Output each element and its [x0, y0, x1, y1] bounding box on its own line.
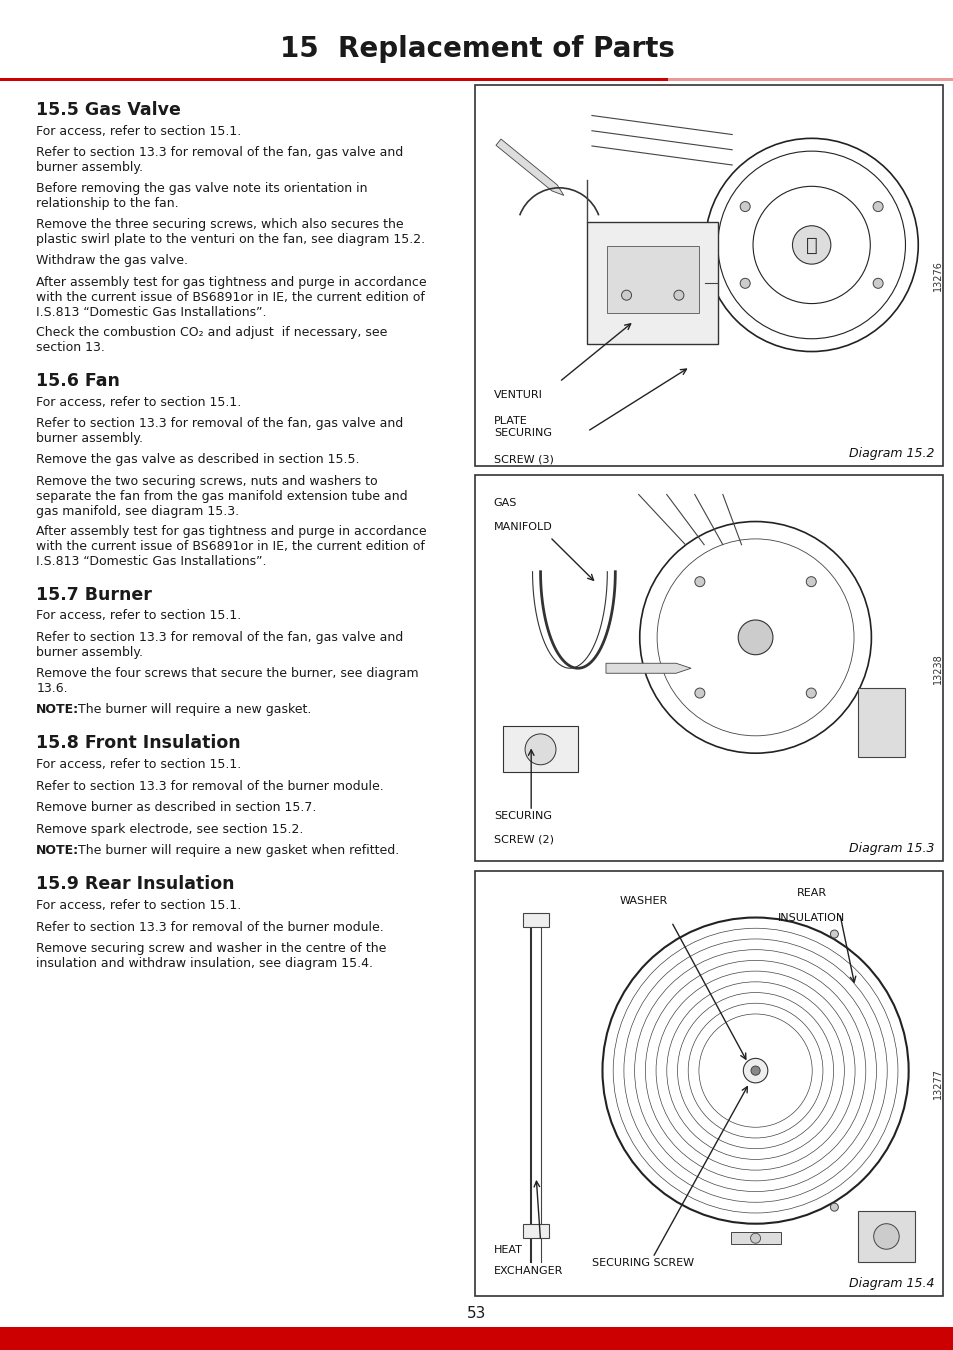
Text: After assembly test for gas tightness and purge in accordance
with the current i: After assembly test for gas tightness an…: [36, 525, 426, 568]
Text: SECURING: SECURING: [494, 428, 551, 437]
Bar: [667, 78, 953, 81]
Circle shape: [792, 225, 830, 265]
Text: 13238: 13238: [932, 653, 942, 683]
Text: For access, refer to section 15.1.: For access, refer to section 15.1.: [36, 759, 241, 771]
Text: 53: 53: [467, 1305, 486, 1322]
Circle shape: [750, 1233, 760, 1243]
Text: SECURING SCREW: SECURING SCREW: [591, 1258, 694, 1268]
Text: SCREW (2): SCREW (2): [494, 834, 553, 844]
Text: Withdraw the gas valve.: Withdraw the gas valve.: [36, 254, 188, 267]
Circle shape: [740, 278, 749, 289]
Text: Diagram 15.4: Diagram 15.4: [848, 1277, 934, 1291]
Bar: [858, 1211, 914, 1262]
FancyArrow shape: [605, 663, 690, 674]
Bar: [587, 223, 718, 344]
Text: Refer to section 13.3 for removal of the burner module.: Refer to section 13.3 for removal of the…: [36, 921, 384, 934]
Bar: [0, 78, 953, 81]
Text: Remove the three securing screws, which also secures the
plastic swirl plate to : Remove the three securing screws, which …: [36, 219, 425, 246]
Text: The burner will require a new gasket when refitted.: The burner will require a new gasket whe…: [78, 844, 399, 857]
Circle shape: [750, 1066, 760, 1075]
Text: 13276: 13276: [932, 261, 942, 290]
Text: 15  Replacement of Parts: 15 Replacement of Parts: [279, 35, 674, 62]
Circle shape: [694, 576, 704, 587]
Bar: [475, 475, 942, 861]
FancyArrow shape: [496, 139, 563, 196]
Circle shape: [805, 576, 816, 587]
Text: HEAT: HEAT: [494, 1245, 522, 1256]
Bar: [522, 1223, 549, 1238]
Text: Refer to section 13.3 for removal of the burner module.: Refer to section 13.3 for removal of the…: [36, 779, 384, 792]
Text: INSULATION: INSULATION: [778, 913, 844, 923]
Text: 15.5 Gas Valve: 15.5 Gas Valve: [36, 101, 181, 119]
Circle shape: [873, 1223, 899, 1249]
Text: For access, refer to section 15.1.: For access, refer to section 15.1.: [36, 899, 241, 913]
Text: Diagram 15.3: Diagram 15.3: [848, 842, 934, 856]
Circle shape: [738, 620, 772, 655]
Bar: [475, 85, 942, 466]
Text: Refer to section 13.3 for removal of the fan, gas valve and
burner assembly.: Refer to section 13.3 for removal of the…: [36, 630, 403, 659]
Text: GAS: GAS: [494, 498, 517, 509]
Text: 15.9 Rear Insulation: 15.9 Rear Insulation: [36, 875, 234, 894]
Text: VENTURI: VENTURI: [494, 390, 542, 400]
Text: NOTE:: NOTE:: [36, 703, 79, 716]
Circle shape: [829, 930, 838, 938]
Text: ⓘ: ⓘ: [805, 235, 817, 254]
Circle shape: [524, 734, 556, 764]
Text: The burner will require a new gasket.: The burner will require a new gasket.: [78, 703, 312, 716]
Text: For access, refer to section 15.1.: For access, refer to section 15.1.: [36, 396, 241, 409]
Circle shape: [829, 1203, 838, 1211]
Text: Remove securing screw and washer in the centre of the
insulation and withdraw in: Remove securing screw and washer in the …: [36, 942, 386, 971]
Text: REAR: REAR: [796, 888, 826, 898]
Text: Remove burner as described in section 15.7.: Remove burner as described in section 15…: [36, 801, 316, 814]
Bar: [475, 871, 942, 1296]
Text: Remove the two securing screws, nuts and washers to
separate the fan from the ga: Remove the two securing screws, nuts and…: [36, 475, 408, 518]
Text: Remove the gas valve as described in section 15.5.: Remove the gas valve as described in sec…: [36, 454, 359, 466]
Text: 15.7 Burner: 15.7 Burner: [36, 586, 152, 603]
Bar: [606, 247, 698, 313]
Bar: [478, 89, 925, 462]
Text: NOTE:: NOTE:: [36, 844, 79, 857]
Bar: [522, 913, 549, 927]
Circle shape: [621, 290, 631, 300]
Text: Diagram 15.2: Diagram 15.2: [848, 447, 934, 460]
Text: Before removing the gas valve note its orientation in
relationship to the fan.: Before removing the gas valve note its o…: [36, 182, 367, 211]
Circle shape: [872, 278, 882, 289]
Bar: [0, 1327, 953, 1350]
Text: SECURING: SECURING: [494, 811, 551, 821]
Circle shape: [805, 688, 816, 698]
Circle shape: [872, 201, 882, 212]
Bar: [730, 1233, 780, 1245]
Text: After assembly test for gas tightness and purge in accordance
with the current i: After assembly test for gas tightness an…: [36, 275, 426, 319]
Text: EXCHANGER: EXCHANGER: [494, 1266, 562, 1276]
Text: MANIFOLD: MANIFOLD: [494, 521, 552, 532]
Text: Check the combustion CO₂ and adjust  if necessary, see
section 13.: Check the combustion CO₂ and adjust if n…: [36, 327, 387, 354]
Circle shape: [740, 201, 749, 212]
Circle shape: [742, 1058, 767, 1083]
Text: PLATE: PLATE: [494, 416, 527, 427]
Bar: [858, 687, 904, 757]
Text: 15.8 Front Insulation: 15.8 Front Insulation: [36, 734, 240, 752]
Text: WASHER: WASHER: [618, 896, 667, 906]
Text: Remove spark electrode, see section 15.2.: Remove spark electrode, see section 15.2…: [36, 822, 303, 836]
Circle shape: [694, 688, 704, 698]
Text: For access, refer to section 15.1.: For access, refer to section 15.1.: [36, 609, 241, 622]
Text: Remove the four screws that secure the burner, see diagram
13.6.: Remove the four screws that secure the b…: [36, 667, 418, 695]
Text: For access, refer to section 15.1.: For access, refer to section 15.1.: [36, 124, 241, 138]
Text: 13277: 13277: [932, 1068, 942, 1099]
Circle shape: [673, 290, 683, 300]
Text: SCREW (3): SCREW (3): [494, 455, 553, 464]
Bar: [502, 726, 578, 772]
Text: 15.6 Fan: 15.6 Fan: [36, 371, 120, 390]
Text: Refer to section 13.3 for removal of the fan, gas valve and
burner assembly.: Refer to section 13.3 for removal of the…: [36, 146, 403, 174]
Text: Refer to section 13.3 for removal of the fan, gas valve and
burner assembly.: Refer to section 13.3 for removal of the…: [36, 417, 403, 446]
